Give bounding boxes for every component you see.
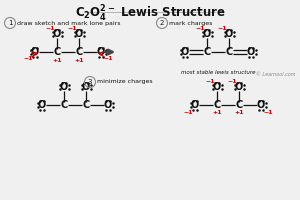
Text: +1: +1 — [74, 58, 84, 62]
Text: +1: +1 — [212, 110, 222, 116]
Text: −1: −1 — [217, 26, 227, 31]
Text: 1: 1 — [8, 20, 12, 26]
Text: −1: −1 — [23, 56, 33, 62]
Text: most stable lewis structure: most stable lewis structure — [181, 70, 255, 75]
Text: O: O — [257, 100, 265, 110]
Text: © Learnool.com: © Learnool.com — [256, 72, 296, 77]
Text: O: O — [225, 29, 233, 39]
Text: $\mathbf{C_2O_4^{2-}}$ Lewis Structure: $\mathbf{C_2O_4^{2-}}$ Lewis Structure — [74, 4, 226, 24]
Text: O: O — [191, 100, 199, 110]
Text: O: O — [247, 47, 255, 57]
Text: +1: +1 — [52, 58, 62, 62]
Text: −1: −1 — [67, 26, 77, 31]
Text: −1: −1 — [263, 110, 273, 114]
Text: −1: −1 — [103, 56, 113, 62]
Text: C: C — [236, 100, 243, 110]
Text: C: C — [60, 100, 68, 110]
Text: C: C — [53, 47, 61, 57]
Text: O: O — [38, 100, 46, 110]
Text: O: O — [31, 47, 39, 57]
Text: C: C — [225, 47, 233, 57]
Text: C: C — [213, 100, 220, 110]
Text: O: O — [97, 47, 105, 57]
Text: C: C — [82, 100, 90, 110]
Text: minimize charges: minimize charges — [97, 79, 153, 84]
Text: −1: −1 — [45, 26, 55, 31]
Text: O: O — [181, 47, 189, 57]
Text: O: O — [213, 82, 221, 92]
Text: C: C — [75, 47, 82, 57]
Text: O: O — [60, 82, 68, 92]
Text: O: O — [53, 29, 61, 39]
Text: −1: −1 — [205, 79, 215, 84]
Text: O: O — [75, 29, 83, 39]
Text: 3: 3 — [88, 79, 92, 85]
Text: mark charges: mark charges — [169, 21, 212, 25]
Text: −1: −1 — [183, 110, 193, 114]
Text: C: C — [203, 47, 211, 57]
Text: O: O — [104, 100, 112, 110]
Text: −1: −1 — [195, 26, 205, 31]
Text: O: O — [82, 82, 90, 92]
Text: O: O — [235, 82, 243, 92]
Text: draw sketch and mark lone pairs: draw sketch and mark lone pairs — [17, 21, 121, 25]
Text: −1: −1 — [227, 79, 237, 84]
Text: +1: +1 — [234, 110, 244, 116]
Text: O: O — [203, 29, 211, 39]
Text: 2: 2 — [160, 20, 164, 26]
